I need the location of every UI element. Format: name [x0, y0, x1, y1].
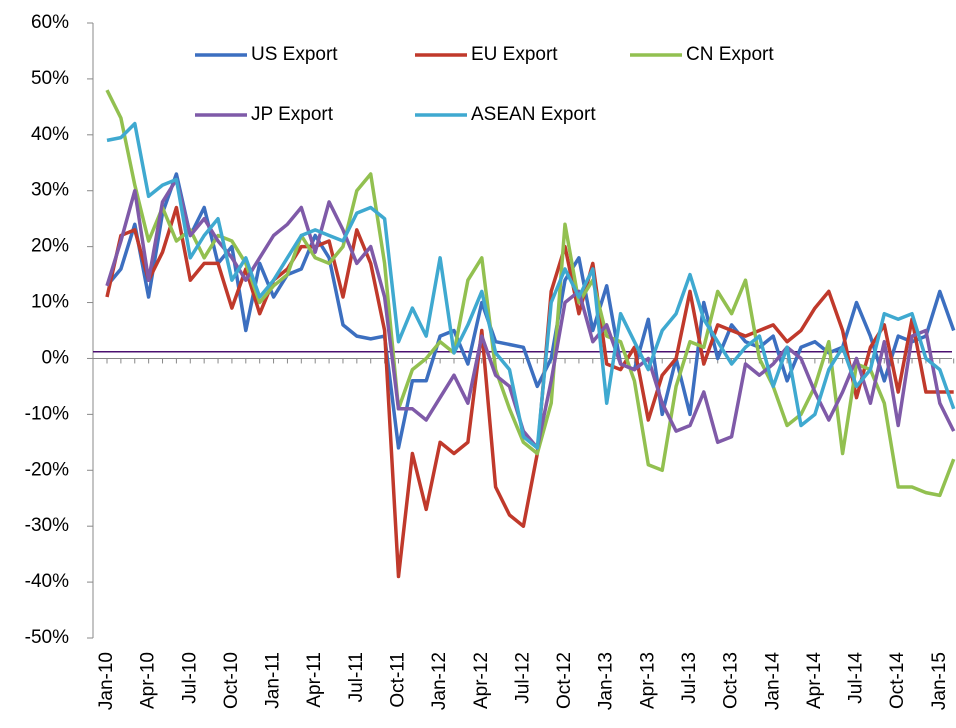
x-tick-label: Apr-14: [804, 652, 825, 709]
x-tick-label: Jul-12: [512, 652, 533, 704]
y-tick-label: 0%: [42, 347, 70, 368]
x-tick-label: Apr-11: [304, 652, 325, 708]
y-tick-label: -30%: [25, 515, 69, 536]
legend-label: EU Export: [471, 44, 558, 65]
x-tick-label: Apr-13: [637, 652, 658, 709]
x-tick-label: Jan-14: [762, 652, 783, 711]
x-tick-label: Jul-14: [846, 652, 867, 704]
x-tick-label: Jan-10: [96, 652, 117, 710]
x-tick-label: Apr-10: [138, 652, 159, 709]
y-tick-label: 40%: [31, 124, 69, 145]
y-tick-label: -20%: [25, 459, 69, 480]
series-line: [105, 177, 956, 450]
y-tick-label: 20%: [31, 236, 69, 257]
series-line: [105, 89, 956, 498]
x-tick-label: Jul-13: [679, 652, 700, 704]
x-tick-label: Jan-13: [596, 652, 617, 710]
y-tick-label: 10%: [31, 292, 69, 313]
legend-label: CN Export: [686, 44, 774, 65]
x-tick-label: Oct-10: [221, 652, 242, 709]
x-tick-label: Oct-13: [721, 652, 742, 709]
series-line: [105, 172, 956, 450]
x-tick-label: Oct-12: [554, 652, 575, 709]
x-tick-label: Jul-11: [346, 652, 367, 702]
x-tick-label: Jul-10: [179, 652, 200, 704]
x-tick-label: Jan-12: [429, 652, 450, 710]
legend-label: US Export: [251, 44, 338, 65]
y-tick-label: -40%: [25, 571, 69, 592]
legend-label: JP Export: [251, 104, 334, 125]
legend-label: ASEAN Export: [471, 104, 596, 125]
y-tick-label: 50%: [31, 68, 69, 89]
x-tick-label: Jan-15: [929, 652, 950, 710]
x-tick-label: Jan-11: [263, 652, 284, 709]
y-tick-label: 60%: [31, 12, 69, 33]
x-tick-label: Oct-11: [387, 652, 408, 708]
series-line: [106, 121, 956, 450]
x-tick-label: Apr-12: [471, 652, 492, 709]
y-tick-label: 30%: [31, 180, 69, 201]
y-tick-label: -10%: [25, 403, 69, 424]
y-tick-label: -50%: [25, 627, 69, 648]
x-tick-label: Oct-14: [887, 652, 908, 709]
